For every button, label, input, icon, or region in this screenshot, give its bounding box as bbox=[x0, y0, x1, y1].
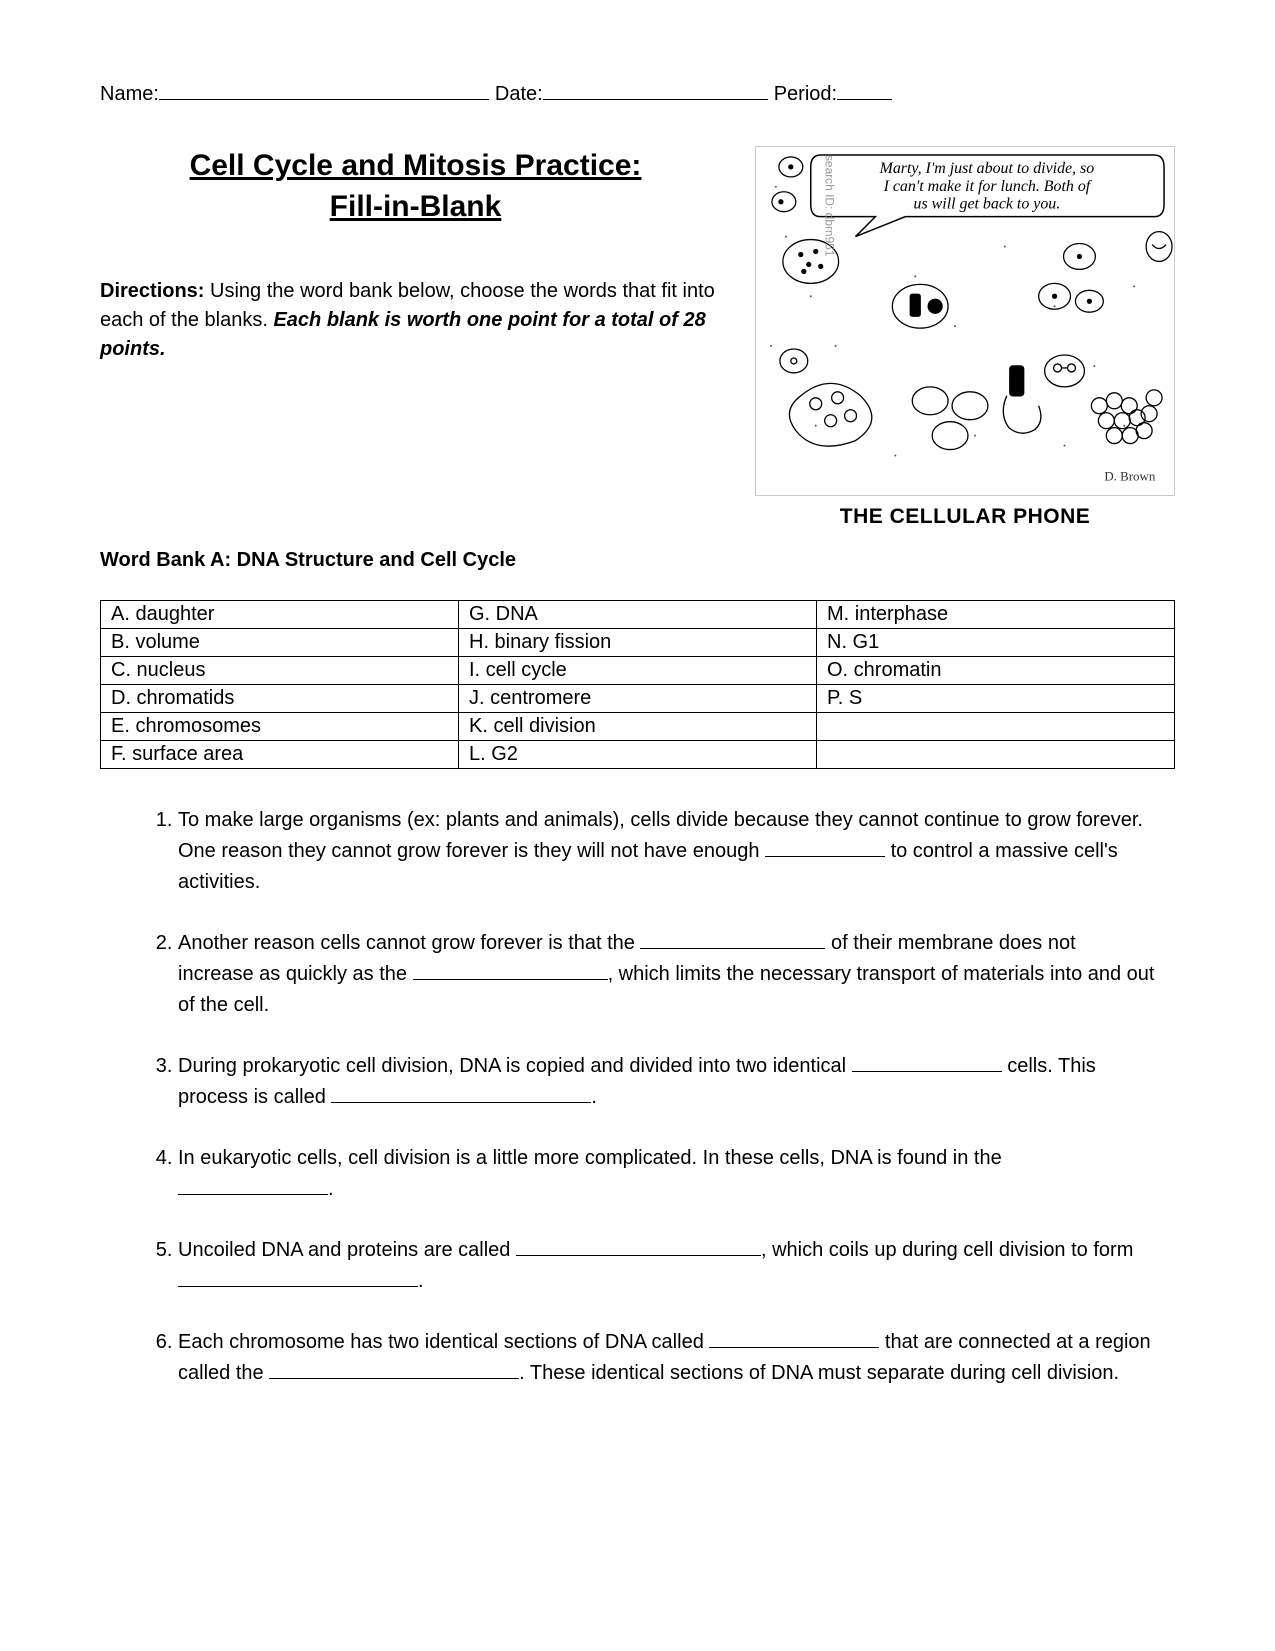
period-blank[interactable] bbox=[837, 80, 892, 100]
wordbank-cell: D. chromatids bbox=[101, 685, 459, 713]
answer-blank[interactable] bbox=[852, 1054, 1002, 1072]
question-text: . bbox=[418, 1270, 424, 1292]
question-item: In eukaryotic cells, cell division is a … bbox=[178, 1143, 1175, 1205]
cartoon-column: Marty, I'm just about to divide, so I ca… bbox=[755, 146, 1175, 529]
question-text: . bbox=[328, 1178, 334, 1200]
wordbank-cell: L. G2 bbox=[459, 741, 817, 769]
cartoon-signature: D. Brown bbox=[1104, 468, 1156, 483]
name-blank[interactable] bbox=[159, 80, 489, 100]
bubble-line1: Marty, I'm just about to divide, so bbox=[879, 160, 1095, 177]
wordbank-cell: O. chromatin bbox=[817, 657, 1175, 685]
table-row: D. chromatidsJ. centromereP. S bbox=[101, 685, 1175, 713]
period-label: Period: bbox=[774, 83, 837, 106]
wordbank-cell: C. nucleus bbox=[101, 657, 459, 685]
cartoon-image: Marty, I'm just about to divide, so I ca… bbox=[755, 146, 1175, 496]
answer-blank[interactable] bbox=[765, 839, 885, 857]
wordbank-cell: A. daughter bbox=[101, 601, 459, 629]
table-row: F. surface areaL. G2 bbox=[101, 741, 1175, 769]
question-item: During prokaryotic cell division, DNA is… bbox=[178, 1051, 1175, 1113]
table-row: C. nucleusI. cell cycleO. chromatin bbox=[101, 657, 1175, 685]
wordbank-cell: F. surface area bbox=[101, 741, 459, 769]
left-column: Cell Cycle and Mitosis Practice: Fill-in… bbox=[100, 146, 731, 364]
wordbank-table: A. daughterG. DNAM. interphaseB. volumeH… bbox=[100, 600, 1175, 769]
date-label: Date: bbox=[495, 83, 543, 106]
title-line1: Cell Cycle and Mitosis Practice: bbox=[190, 149, 642, 182]
answer-blank[interactable] bbox=[709, 1330, 879, 1348]
table-row: A. daughterG. DNAM. interphase bbox=[101, 601, 1175, 629]
question-text: In eukaryotic cells, cell division is a … bbox=[178, 1147, 1002, 1169]
question-text: During prokaryotic cell division, DNA is… bbox=[178, 1055, 852, 1077]
bubble-line3: us will get back to you. bbox=[914, 196, 1061, 213]
answer-blank[interactable] bbox=[413, 962, 608, 980]
date-field: Date: bbox=[495, 80, 768, 106]
cartoon-caption: THE CELLULAR PHONE bbox=[755, 505, 1175, 529]
question-text: . bbox=[591, 1086, 597, 1108]
answer-blank[interactable] bbox=[269, 1361, 519, 1379]
question-text: Each chromosome has two identical sectio… bbox=[178, 1331, 709, 1353]
wordbank-cell bbox=[817, 713, 1175, 741]
name-label: Name: bbox=[100, 83, 159, 106]
table-row: B. volumeH. binary fissionN. G1 bbox=[101, 629, 1175, 657]
wordbank-cell: M. interphase bbox=[817, 601, 1175, 629]
question-item: Another reason cells cannot grow forever… bbox=[178, 928, 1175, 1021]
directions-label: Directions: bbox=[100, 280, 204, 302]
answer-blank[interactable] bbox=[640, 931, 825, 949]
question-text: Uncoiled DNA and proteins are called bbox=[178, 1239, 516, 1261]
question-text: Another reason cells cannot grow forever… bbox=[178, 932, 640, 954]
wordbank-cell: I. cell cycle bbox=[459, 657, 817, 685]
top-section: Cell Cycle and Mitosis Practice: Fill-in… bbox=[100, 146, 1175, 529]
wordbank-cell: G. DNA bbox=[459, 601, 817, 629]
answer-blank[interactable] bbox=[178, 1269, 418, 1287]
answer-blank[interactable] bbox=[178, 1177, 328, 1195]
date-blank[interactable] bbox=[543, 80, 768, 100]
bubble-line2: I can't make it for lunch. Both of bbox=[883, 178, 1093, 195]
directions-text: Directions: Using the word bank below, c… bbox=[100, 277, 731, 364]
wordbank-cell: B. volume bbox=[101, 629, 459, 657]
wordbank-title: Word Bank A: DNA Structure and Cell Cycl… bbox=[100, 549, 1175, 572]
title-line2: Fill-in-Blank bbox=[330, 190, 502, 223]
question-text: , which coils up during cell division to… bbox=[761, 1239, 1133, 1261]
questions-list: To make large organisms (ex: plants and … bbox=[100, 805, 1175, 1389]
wordbank-cell: H. binary fission bbox=[459, 629, 817, 657]
answer-blank[interactable] bbox=[331, 1085, 591, 1103]
question-item: Each chromosome has two identical sectio… bbox=[178, 1327, 1175, 1389]
question-item: To make large organisms (ex: plants and … bbox=[178, 805, 1175, 898]
cartoon-side-id: search ID: dbrn951 bbox=[823, 155, 837, 257]
wordbank-cell: N. G1 bbox=[817, 629, 1175, 657]
question-text: . These identical sections of DNA must s… bbox=[519, 1362, 1119, 1384]
wordbank-cell bbox=[817, 741, 1175, 769]
name-field: Name: bbox=[100, 80, 489, 106]
period-field: Period: bbox=[774, 80, 892, 106]
question-item: Uncoiled DNA and proteins are called , w… bbox=[178, 1235, 1175, 1297]
page-title: Cell Cycle and Mitosis Practice: Fill-in… bbox=[100, 146, 731, 227]
wordbank-cell: P. S bbox=[817, 685, 1175, 713]
header-fields: Name: Date: Period: bbox=[100, 80, 1175, 106]
wordbank-body: A. daughterG. DNAM. interphaseB. volumeH… bbox=[101, 601, 1175, 769]
answer-blank[interactable] bbox=[516, 1238, 761, 1256]
wordbank-cell: K. cell division bbox=[459, 713, 817, 741]
table-row: E. chromosomesK. cell division bbox=[101, 713, 1175, 741]
wordbank-cell: J. centromere bbox=[459, 685, 817, 713]
wordbank-cell: E. chromosomes bbox=[101, 713, 459, 741]
